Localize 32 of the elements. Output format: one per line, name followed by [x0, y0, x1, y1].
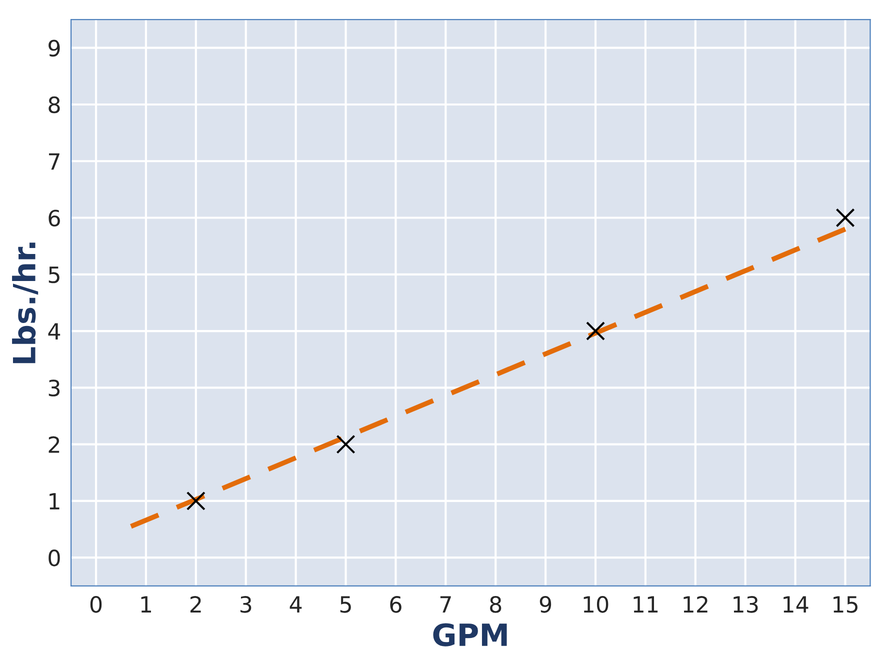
y-tick-label: 9: [48, 40, 60, 57]
y-tick-label: 8: [48, 96, 60, 114]
x-tick-label: 4: [290, 596, 302, 613]
x-tick-label: 8: [490, 596, 502, 613]
x-tick-label: 1: [141, 596, 151, 613]
x-tick-label: 12: [684, 596, 708, 613]
y-tick-label: 6: [48, 210, 60, 227]
y-tick-label: 1: [50, 493, 60, 510]
point: [336, 434, 356, 454]
x-axis-title: GPM: [433, 623, 507, 646]
y-tick-label: 7: [49, 153, 60, 170]
x-tick-label: 15: [834, 596, 858, 613]
point: [586, 321, 606, 341]
x-tick-label: 7: [440, 596, 451, 613]
point: [186, 491, 206, 510]
x-tick-label: 5: [340, 596, 351, 613]
y-tick-label: 4: [48, 323, 60, 340]
y-tick-label: 0: [48, 550, 60, 566]
x-tick-label: 6: [390, 596, 402, 613]
y-tick-label: 2: [48, 436, 60, 453]
x-tick-label: 10: [584, 596, 608, 613]
x-tick-label: 11: [634, 596, 658, 613]
x-tick-label: 2: [190, 596, 201, 613]
x-tick-label: 9: [540, 596, 552, 613]
y-axis-title: Lbs./hr.: [12, 242, 38, 364]
y-tick-label: 3: [48, 380, 60, 396]
y-tick-label: 5: [48, 266, 60, 284]
x-tick-label: 3: [240, 596, 252, 613]
x-tick-label: 13: [734, 596, 758, 613]
x-tick-label: 14: [784, 596, 808, 613]
x-tick-label: 0: [90, 596, 102, 613]
point: [836, 208, 855, 228]
